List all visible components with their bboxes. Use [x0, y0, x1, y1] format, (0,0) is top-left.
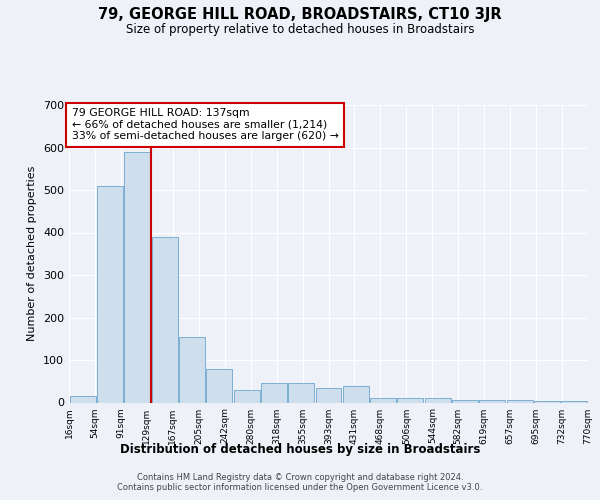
Text: 79 GEORGE HILL ROAD: 137sqm
← 66% of detached houses are smaller (1,214)
33% of : 79 GEORGE HILL ROAD: 137sqm ← 66% of det…: [71, 108, 338, 141]
Text: Distribution of detached houses by size in Broadstairs: Distribution of detached houses by size …: [120, 442, 480, 456]
Bar: [152, 237, 178, 402]
Bar: [370, 398, 396, 402]
Bar: [70, 396, 95, 402]
Bar: [261, 384, 287, 402]
Bar: [233, 390, 260, 402]
Bar: [562, 401, 587, 402]
Bar: [425, 398, 451, 402]
Text: 79, GEORGE HILL ROAD, BROADSTAIRS, CT10 3JR: 79, GEORGE HILL ROAD, BROADSTAIRS, CT10 …: [98, 8, 502, 22]
Bar: [288, 384, 314, 402]
Bar: [452, 400, 478, 402]
Bar: [343, 386, 369, 402]
Bar: [534, 401, 560, 402]
Bar: [124, 152, 150, 403]
Bar: [507, 400, 533, 402]
Text: Contains HM Land Registry data © Crown copyright and database right 2024.: Contains HM Land Registry data © Crown c…: [137, 472, 463, 482]
Bar: [97, 186, 123, 402]
Bar: [316, 388, 341, 402]
Bar: [179, 336, 205, 402]
Text: Contains public sector information licensed under the Open Government Licence v3: Contains public sector information licen…: [118, 484, 482, 492]
Bar: [397, 398, 424, 402]
Bar: [479, 400, 505, 402]
Y-axis label: Number of detached properties: Number of detached properties: [28, 166, 37, 342]
Text: Size of property relative to detached houses in Broadstairs: Size of property relative to detached ho…: [126, 22, 474, 36]
Bar: [206, 368, 232, 402]
